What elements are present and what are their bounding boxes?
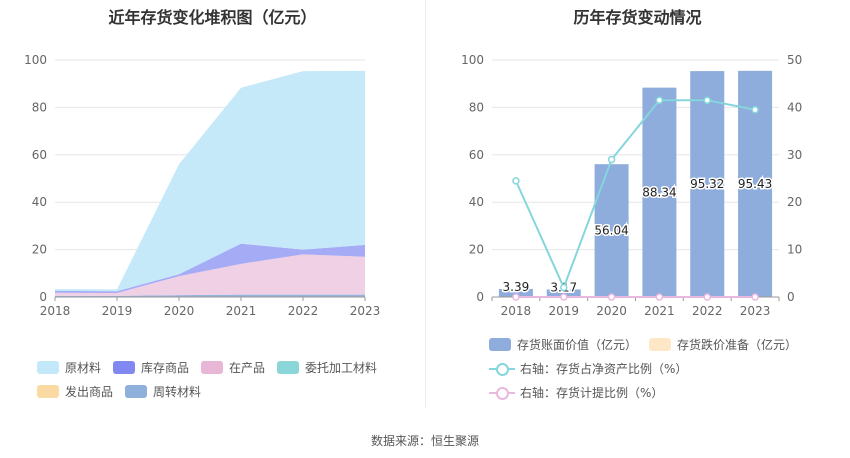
legend-wip[interactable]: 在产品 xyxy=(201,359,265,376)
y-tick-label: 20 xyxy=(32,243,47,257)
legend-net-asset-ratio[interactable]: 右轴：存货占净资产比例（%） xyxy=(489,360,687,377)
legend-label: 周转材料 xyxy=(153,385,202,399)
y-tick-label: 60 xyxy=(32,148,47,162)
series-point-line_ratio xyxy=(703,96,711,105)
legend-label: 库存商品 xyxy=(141,361,190,375)
y2-tick-label: 30 xyxy=(787,148,802,162)
series-point-line_provision_ratio xyxy=(655,293,664,301)
x-tick-label: 2018 xyxy=(501,304,532,318)
legend-line-marker xyxy=(489,362,515,376)
bar xyxy=(594,164,629,297)
legend-label: 委托加工材料 xyxy=(305,361,378,375)
x-tick-label: 2023 xyxy=(740,304,771,318)
legend-swatch xyxy=(277,361,299,374)
legend-consigned[interactable]: 委托加工材料 xyxy=(277,359,377,376)
y-tick-label: 20 xyxy=(469,243,484,257)
y-tick-label: 100 xyxy=(461,53,484,67)
area-raw_materials xyxy=(55,70,365,292)
legend-shipped[interactable]: 发出商品 xyxy=(37,383,113,400)
y-tick-label: 0 xyxy=(39,290,47,304)
legend-swatch xyxy=(37,361,59,374)
bar-data-label: 88.34 xyxy=(642,185,676,199)
legend-swatch xyxy=(125,385,147,398)
stacked-area-chart: 0 20 40 60 80 100 2018 2019 2020 2021 2022 2023 xyxy=(24,53,381,318)
area-revolving xyxy=(55,294,365,297)
legend-provision[interactable]: 存货跌价准备（亿元） xyxy=(649,336,797,353)
series-point-line_provision_ratio xyxy=(607,293,616,301)
bar xyxy=(498,288,533,297)
series-point-line_provision_ratio xyxy=(751,293,759,301)
y-tick-label: 60 xyxy=(469,148,484,162)
right-chart-title: 历年存货变动情况 xyxy=(573,8,702,27)
bar xyxy=(546,289,581,297)
series-point-line_ratio xyxy=(751,106,759,114)
x-tick-label: 2021 xyxy=(644,304,675,318)
series-point-line_ratio xyxy=(560,283,568,292)
x-tick-label: 2020 xyxy=(164,304,195,318)
bar xyxy=(690,71,725,297)
x-tick-label: 2019 xyxy=(548,304,579,318)
legend-label: 右轴：存货计提比例（%） xyxy=(520,386,664,400)
left-chart-title: 近年存货变化堆积图（亿元） xyxy=(108,8,317,27)
legend-label: 在产品 xyxy=(229,361,266,375)
bar-data-label: 3.39 xyxy=(503,280,530,294)
x-tick-label: 2022 xyxy=(288,304,319,318)
x-tick-label: 2023 xyxy=(350,304,381,318)
series-point-line_ratio xyxy=(607,155,616,164)
bar xyxy=(642,87,677,297)
legend-line-marker xyxy=(489,386,515,400)
series-line-line_ratio xyxy=(515,99,756,291)
legend-swatch xyxy=(649,338,671,351)
legend-swatch xyxy=(113,361,135,374)
series-point-line_ratio xyxy=(512,177,520,185)
series-point-line_provision_ratio xyxy=(512,293,520,301)
legend-label: 原材料 xyxy=(65,361,102,375)
y-tick-label: 40 xyxy=(469,195,484,209)
legend-book-value[interactable]: 存货账面价值（亿元） xyxy=(489,336,637,353)
bar-data-label: 56.04 xyxy=(594,224,628,238)
x-tick-label: 2021 xyxy=(226,304,257,318)
x-tick-label: 2020 xyxy=(596,304,627,318)
y2-tick-label: 0 xyxy=(787,290,795,304)
legend-swatch xyxy=(489,338,511,351)
data-source: 数据来源：恒生聚源 xyxy=(370,434,479,448)
y-tick-label: 100 xyxy=(24,53,47,67)
legend-label: 存货账面价值（亿元） xyxy=(517,338,638,352)
x-tick-label: 2022 xyxy=(692,304,723,318)
area-wip xyxy=(55,254,365,296)
legend-label: 发出商品 xyxy=(65,385,114,399)
legend-swatch xyxy=(37,385,59,398)
legend-label: 右轴：存货占净资产比例（%） xyxy=(520,362,688,376)
series-point-line_provision_ratio xyxy=(560,293,568,301)
y2-tick-label: 10 xyxy=(787,243,802,257)
x-tick-label: 2019 xyxy=(102,304,133,318)
y-tick-label: 0 xyxy=(476,290,484,304)
legend-raw-materials[interactable]: 原材料 xyxy=(37,359,101,376)
legend-revolving[interactable]: 周转材料 xyxy=(125,383,201,400)
series-point-line_ratio xyxy=(655,96,664,105)
legend-inventory-goods[interactable]: 库存商品 xyxy=(113,359,189,376)
y-tick-label: 80 xyxy=(32,100,47,114)
panel-divider xyxy=(425,0,426,408)
bar-data-label: 95.43 xyxy=(738,177,772,191)
legend-provision-ratio[interactable]: 右轴：存货计提比例（%） xyxy=(489,384,663,401)
legend-swatch xyxy=(201,361,223,374)
y-tick-label: 80 xyxy=(469,100,484,114)
y2-tick-label: 20 xyxy=(787,195,802,209)
series-point-line_provision_ratio xyxy=(703,293,711,301)
bar-data-label: 95.32 xyxy=(690,177,724,191)
x-tick-label: 2018 xyxy=(40,304,71,318)
area-inventory_goods xyxy=(55,243,365,293)
inventory-bar-line-chart: 002010402060308040100503.393.1756.0488.3… xyxy=(461,53,802,318)
legend-label: 存货跌价准备（亿元） xyxy=(677,338,798,352)
y-tick-label: 40 xyxy=(32,195,47,209)
y2-tick-label: 50 xyxy=(787,53,802,67)
y2-tick-label: 40 xyxy=(787,100,802,114)
